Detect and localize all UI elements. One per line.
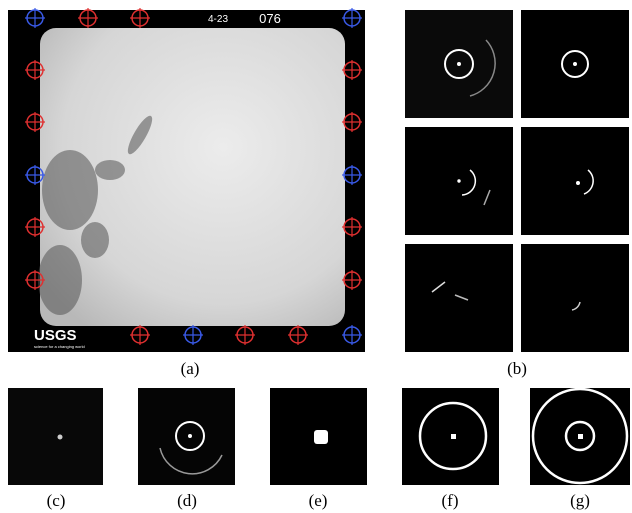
panel-label: (g) — [570, 491, 590, 510]
panel-d — [138, 388, 235, 485]
panel-a: 4-23 076 USGS science for a changing wor… — [8, 8, 365, 352]
photo-date: 4-23 — [208, 14, 228, 25]
panel-b — [405, 10, 629, 352]
page: 4-23 076 USGS science for a changing wor… — [0, 0, 632, 513]
panel-f — [402, 388, 499, 485]
frame-number: 076 — [259, 11, 281, 26]
usgs-tagline: science for a changing world — [34, 344, 85, 349]
panel-label: (d) — [177, 491, 197, 510]
panel-g — [530, 388, 630, 485]
panel-label: (f) — [442, 491, 459, 510]
figure: 4-23 076 USGS science for a changing wor… — [0, 0, 632, 513]
panel-label: (b) — [507, 359, 527, 378]
panel-e — [270, 388, 367, 485]
panel-label: (a) — [181, 359, 200, 378]
usgs-logo: USGS — [34, 327, 77, 344]
panel-c — [8, 388, 103, 485]
panel-label: (c) — [47, 491, 66, 510]
panel-label: (e) — [309, 491, 328, 510]
